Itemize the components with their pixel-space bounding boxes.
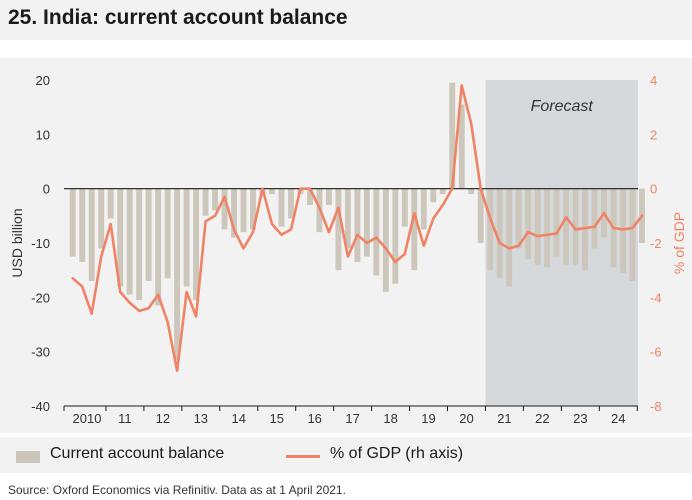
bar-37: [420, 188, 427, 230]
bar-16: [221, 188, 228, 230]
y-left-tick-label-0: 20: [36, 73, 50, 88]
bar-53: [572, 188, 579, 265]
gdp-share-line: [71, 84, 644, 373]
y-left-tick-label-4: -20: [31, 290, 50, 305]
bar-50: [544, 188, 551, 268]
y-right-tick-label-5: -6: [650, 345, 662, 360]
bar-8: [145, 188, 152, 282]
bar-54: [582, 188, 589, 271]
bar-30: [354, 188, 361, 263]
bar-13: [193, 188, 200, 301]
bar-51: [553, 188, 560, 257]
bar-40: [449, 82, 456, 189]
bar-23: [288, 188, 294, 219]
legend-label-line: % of GDP (rh axis): [330, 445, 464, 462]
bar-18: [240, 188, 247, 233]
legend: Current account balance % of GDP (rh axi…: [0, 437, 692, 473]
x-tick-label-14: 24: [611, 411, 625, 426]
bar-38: [430, 188, 437, 203]
x-tick-label-12: 22: [535, 411, 549, 426]
y-right-tick-label-6: -8: [650, 399, 662, 414]
bar-6: [126, 188, 133, 295]
bar-14: [202, 188, 209, 216]
bar-34: [392, 188, 399, 284]
y-right-tick-label-2: 0: [650, 182, 657, 197]
bar-17: [231, 188, 237, 238]
bar-35: [401, 188, 408, 227]
bar-33: [382, 188, 389, 292]
bar-19: [250, 188, 256, 230]
bar-15: [212, 188, 218, 211]
bar-45: [496, 188, 503, 279]
x-tick-label-8: 18: [383, 411, 397, 426]
bar-22: [278, 188, 285, 227]
x-tick-label-5: 15: [269, 411, 283, 426]
bar-44: [487, 188, 494, 271]
bar-42: [468, 188, 475, 195]
title-bar: [0, 0, 692, 40]
bar-29: [344, 188, 351, 249]
x-tick-label-11: 21: [497, 411, 511, 426]
y-left-tick-label-6: -40: [31, 399, 50, 414]
x-tick-label-13: 23: [573, 411, 587, 426]
x-tick-label-0: 2010: [73, 411, 102, 426]
x-tick-label-1: 11: [118, 411, 132, 426]
y-left-tick-label-3: -10: [31, 236, 50, 251]
bar-36: [411, 188, 418, 271]
x-tick-label-9: 19: [421, 411, 435, 426]
bar-21: [269, 188, 275, 195]
y-right-tick-label-1: 2: [650, 127, 657, 142]
bar-48: [525, 188, 532, 260]
bar-47: [515, 188, 522, 249]
y-left-tick-label-2: 0: [43, 182, 50, 197]
bar-31: [363, 188, 370, 257]
y-right-tick-label-4: -4: [650, 290, 662, 305]
y-right-tick-label-3: -2: [650, 236, 662, 251]
bar-27: [325, 188, 332, 205]
bar-0: [69, 188, 76, 257]
y-left-tick-label-1: 10: [36, 127, 50, 142]
bar-10: [164, 188, 171, 279]
bar-1: [79, 188, 86, 263]
bar-25: [306, 188, 313, 205]
bar-9: [155, 188, 162, 306]
bar-55: [591, 188, 598, 249]
bar-28: [335, 188, 342, 271]
bar-58: [620, 188, 626, 273]
bar-43: [477, 188, 484, 243]
x-tick-label-2: 12: [156, 411, 170, 426]
bar-39: [439, 188, 446, 195]
bar-32: [373, 188, 380, 276]
bar-7: [136, 188, 143, 301]
bar-52: [563, 188, 570, 265]
bar-12: [183, 188, 190, 287]
bar-3: [98, 188, 105, 249]
x-tick-label-10: 20: [459, 411, 473, 426]
bar-11: [174, 188, 181, 360]
bar-49: [534, 188, 541, 265]
x-tick-label-7: 17: [345, 411, 359, 426]
bar-2: [88, 188, 95, 282]
bar-59: [629, 188, 636, 282]
y-right-axis-title: % of GDP: [671, 212, 687, 274]
y-right-tick-label-0: 4: [650, 73, 657, 88]
y-left-axis-title: USD billion: [9, 208, 25, 277]
legend-swatch-bars: [16, 451, 40, 463]
bar-4: [107, 188, 114, 219]
forecast-label: Forecast: [531, 98, 594, 115]
x-tick-label-3: 13: [194, 411, 208, 426]
bar-46: [506, 188, 513, 287]
x-tick-label-4: 14: [232, 411, 246, 426]
bar-5: [117, 188, 124, 287]
legend-swatch-line: [286, 455, 320, 458]
legend-label-bars: Current account balance: [50, 445, 225, 462]
x-tick-label-6: 16: [307, 411, 321, 426]
chart-title: 25. India: current account balance: [8, 6, 348, 29]
source-note: Source: Oxford Economics via Refinitiv. …: [8, 483, 346, 497]
bar-41: [458, 104, 465, 189]
y-left-tick-label-5: -30: [31, 345, 50, 360]
